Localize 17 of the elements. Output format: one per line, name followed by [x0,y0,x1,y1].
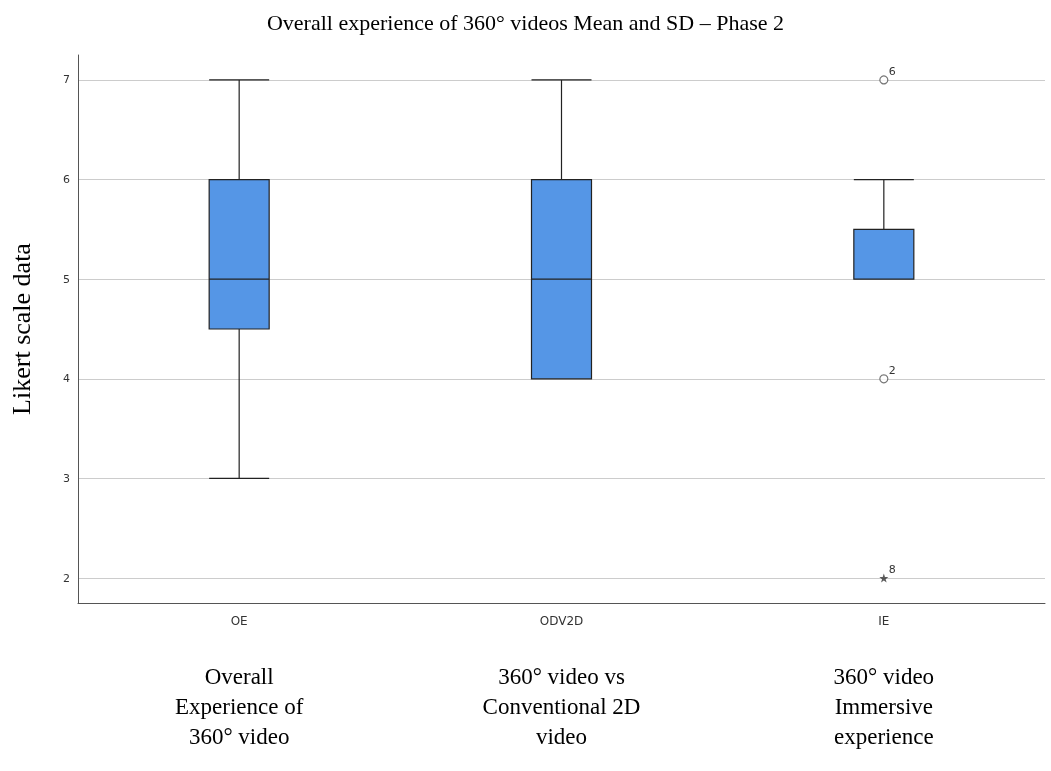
y-axis-title: Likert scale data [6,242,36,415]
y-tick-label: 7 [63,73,70,87]
y-tick-label: 4 [63,372,70,386]
text: 360° video Immersive experience [833,663,935,749]
annotation: 2 [888,363,896,377]
x-tick-label: OE [230,614,248,628]
annotation: 6 [888,64,896,78]
text: Overall Experience of 360° video [174,663,304,749]
y-tick-label: 3 [63,471,70,485]
y-tick-label: 2 [63,571,70,585]
chart-title: Overall experience of 360° videos Mean and SD – Phase 2 [266,9,785,35]
x-tick-label: ODV2D [539,614,584,628]
annotation: 8 [888,563,896,577]
x-tick-label: IE [878,614,890,628]
text: 360° video vs Conventional 2D video [482,663,641,749]
y-tick-label: 5 [63,272,70,286]
y-tick-label: 6 [63,173,70,187]
